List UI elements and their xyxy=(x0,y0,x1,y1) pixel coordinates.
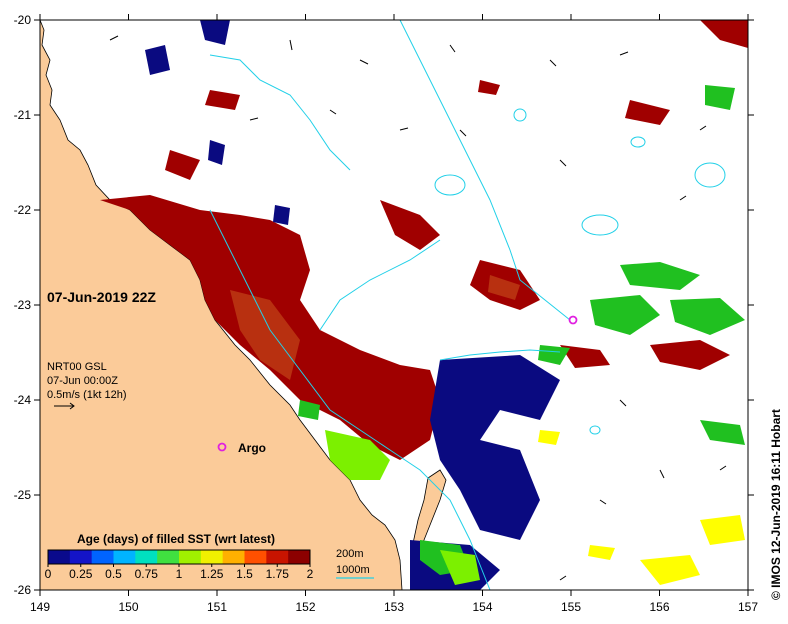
colorbar-cell xyxy=(69,550,93,564)
current-scale-arrowhead-icon xyxy=(69,402,75,410)
isobath-200-label: 200m xyxy=(336,548,364,560)
colorbar-title: Age (days) of filled SST (wrt latest) xyxy=(77,532,275,546)
colorbar-tick-label: 0 xyxy=(45,567,52,581)
colorbar-cell xyxy=(244,550,267,564)
colorbar-cell xyxy=(48,550,71,564)
colorbar-tick-label: 1.75 xyxy=(266,567,290,581)
colorbar-cells xyxy=(48,550,311,564)
date-title: 07-Jun-2019 22Z xyxy=(47,289,156,305)
sst-yellow-patches xyxy=(538,430,745,585)
colorbar-cell xyxy=(200,550,224,564)
current-scale-label: 0.5m/s (1kt 12h) xyxy=(47,389,126,401)
sst-green-patches xyxy=(298,85,745,575)
lon-label-156: 156 xyxy=(649,600,669,614)
colorbar-cell xyxy=(222,550,245,564)
colorbar-cell xyxy=(91,550,114,564)
longitude-axis: 149 150 151 152 153 154 155 156 157 xyxy=(30,14,758,614)
colorbar-cell xyxy=(113,550,136,564)
argo-marker-offshore xyxy=(568,315,578,325)
colorbar-cell xyxy=(157,550,180,564)
colorbar-cell xyxy=(288,550,311,564)
isobath-legend: 200m 1000m xyxy=(336,548,374,579)
lon-label-154: 154 xyxy=(472,600,492,614)
lat-label-25: -25 xyxy=(14,488,32,502)
lat-label-26: -26 xyxy=(14,583,32,597)
colorbar-tick-label: 0.25 xyxy=(69,567,93,581)
lat-label-21: -21 xyxy=(14,108,32,122)
colorbar-tick-label: 2 xyxy=(307,567,314,581)
fraser-island xyxy=(411,469,447,556)
colorbar-tick-label: 0.75 xyxy=(135,567,159,581)
colorbar-tick-label: 0.5 xyxy=(105,567,122,581)
colorbar-cell xyxy=(135,550,158,564)
colorbar-ticks: 0 0.25 0.5 0.75 1 1.25 1.5 1.75 2 xyxy=(45,564,314,581)
argo-marker-inland xyxy=(217,442,227,452)
lat-label-22: -22 xyxy=(14,203,32,217)
current-time-label: 07-Jun 00:00Z xyxy=(47,375,118,387)
lon-label-152: 152 xyxy=(295,600,315,614)
colorbar-cell xyxy=(179,550,202,564)
lon-label-151: 151 xyxy=(207,600,227,614)
isobaths xyxy=(209,19,726,591)
sst-old-alt-patches xyxy=(230,275,520,380)
colorbar-tick-label: 1.25 xyxy=(200,567,224,581)
current-vectors xyxy=(109,35,727,581)
lat-label-20: -20 xyxy=(14,13,32,27)
colorbar-cell xyxy=(266,550,289,564)
lat-label-24: -24 xyxy=(14,393,32,407)
lon-label-150: 150 xyxy=(118,600,138,614)
lon-label-155: 155 xyxy=(561,600,581,614)
lon-label-149: 149 xyxy=(30,600,50,614)
sst-lime-patches xyxy=(325,430,480,585)
lat-label-23: -23 xyxy=(14,298,32,312)
colorbar-tick-label: 1 xyxy=(176,567,183,581)
lon-label-153: 153 xyxy=(384,600,404,614)
colorbar-tick-label: 1.5 xyxy=(236,567,253,581)
isobath-1000-label: 1000m xyxy=(336,564,370,576)
latitude-axis: -20 -21 -22 -23 -24 -25 -26 xyxy=(14,13,754,597)
current-source-label: NRT00 GSL xyxy=(47,361,107,373)
current-info-block: NRT00 GSL 07-Jun 00:00Z 0.5m/s (1kt 12h) xyxy=(47,361,126,410)
lon-label-157: 157 xyxy=(738,600,758,614)
argo-label: Argo xyxy=(238,441,266,455)
map-area xyxy=(39,19,749,591)
imos-credit: © IMOS 12-Jun-2019 16:11 Hobart xyxy=(769,409,783,600)
